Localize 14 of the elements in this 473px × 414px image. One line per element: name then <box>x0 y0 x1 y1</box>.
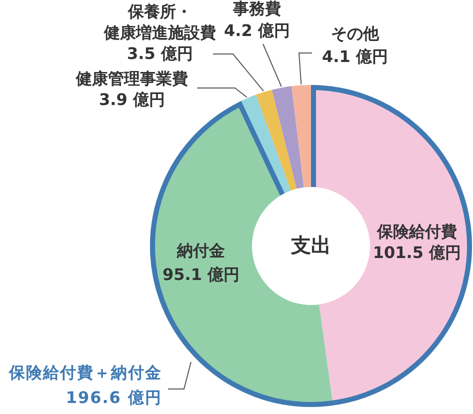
data-label: 4.1 億円 <box>322 47 388 66</box>
text: 支出 <box>290 233 331 258</box>
text: 保険給付費＋納付金 196.6 億円 <box>8 363 162 408</box>
data-label: 101.5 億円 <box>372 243 462 262</box>
data-label: 3.9 億円 <box>99 90 165 110</box>
slice-label: 事務費 <box>232 0 281 18</box>
slice-label: 保養所・健康増進施設費 <box>103 2 216 42</box>
data-label: 95.1 億円 <box>162 265 240 284</box>
data-label: 4.2 億円 <box>224 21 290 40</box>
slice-label: その他 <box>331 24 380 44</box>
slice-label: 納付金 <box>176 241 225 260</box>
slice-label: 健康管理事業費 <box>75 69 188 88</box>
slice-label: 保険給付費 <box>376 222 457 242</box>
data-label: 3.5 億円 <box>127 44 193 64</box>
